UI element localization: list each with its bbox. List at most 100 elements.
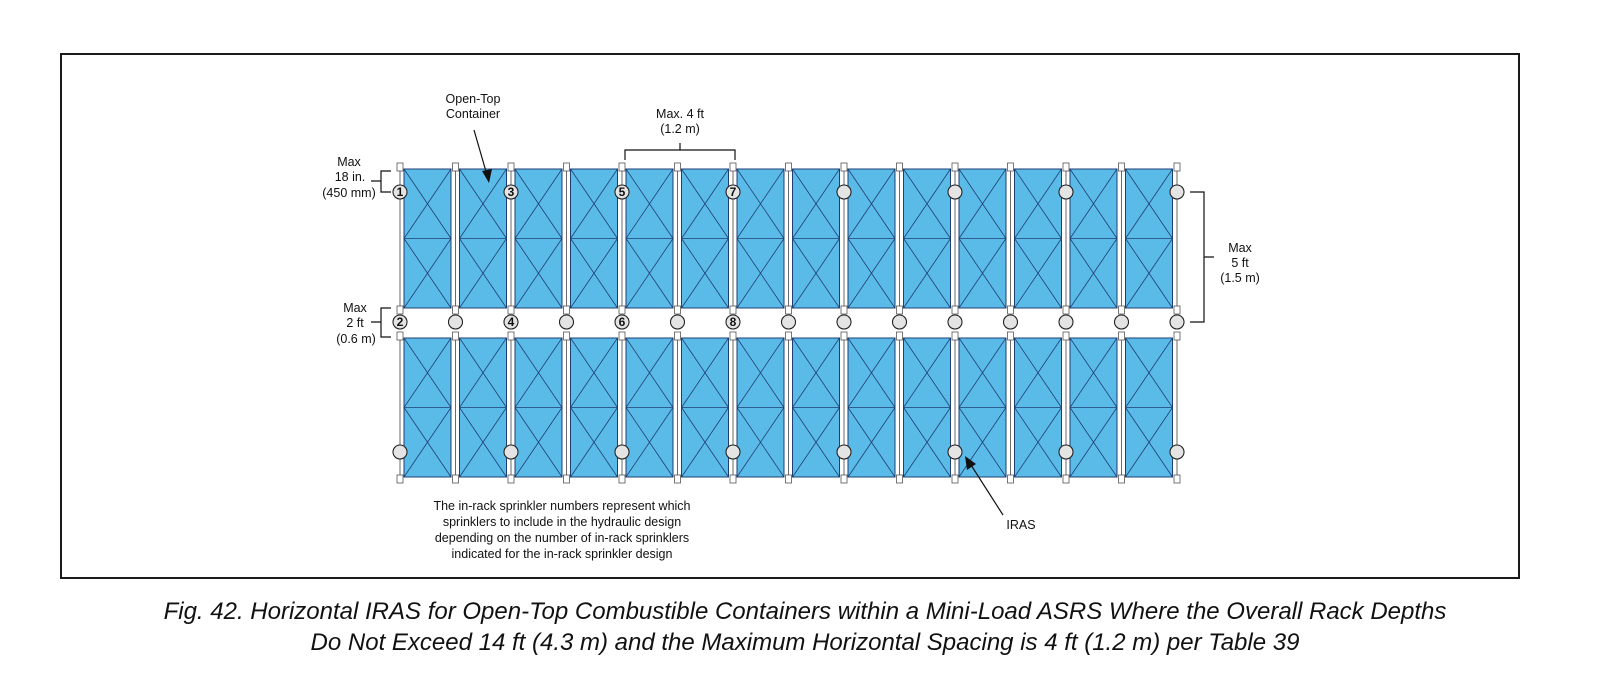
iras-sprinkler-flue [1058, 314, 1074, 330]
rack-tab [396, 331, 404, 341]
container-cross [1069, 337, 1118, 408]
rack-tab [1173, 162, 1181, 172]
container-cross [847, 337, 896, 408]
container-cross [736, 168, 785, 239]
iras-sprinkler-bottom [725, 444, 741, 460]
sprinkler-number: 3 [508, 185, 515, 199]
sprinkler-group: 1 3 5 7 2 4 6 8 [392, 184, 1185, 460]
container-cross [1125, 407, 1173, 478]
iras-sprinkler-flue [558, 314, 575, 330]
container-cross [1125, 337, 1173, 408]
container-cross [514, 168, 563, 239]
container-cross [570, 238, 618, 309]
container-cross [1069, 238, 1118, 309]
container-cross [625, 238, 674, 309]
iras-sprinkler-bottom [836, 444, 852, 460]
container-cross [681, 168, 729, 239]
iras-label: IRAS [1006, 518, 1035, 532]
rack-tab [396, 305, 404, 315]
container-cross [514, 407, 563, 478]
rack-group [396, 162, 1181, 484]
container-cross [792, 168, 840, 239]
iras-sprinkler-flue [1113, 314, 1130, 330]
rack-tab [951, 162, 959, 172]
rack-tab [729, 331, 737, 341]
iras-sprinkler-top [503, 184, 519, 200]
container-cross [958, 337, 1007, 408]
iras-sprinkler-flue [503, 314, 519, 330]
iras-sprinkler-top [1169, 184, 1185, 200]
container-cross [792, 337, 840, 408]
rack-tab [896, 474, 903, 484]
container-cross [958, 168, 1007, 239]
open-top-label-line1: Open-Top [446, 92, 501, 106]
note-line-2: sprinklers to include in the hydraulic d… [443, 515, 681, 529]
max-clearance-label-line2: 18 in. [335, 170, 366, 184]
rack-tab [507, 474, 515, 484]
container-cross [570, 407, 618, 478]
max-depth-label-line2: 5 ft [1231, 256, 1249, 270]
container-cross [459, 407, 507, 478]
rack-tab [1118, 162, 1125, 172]
container-cross [903, 337, 951, 408]
container-cross [1014, 168, 1062, 239]
container-cross [459, 168, 507, 239]
rack-tab [729, 162, 737, 172]
rack-tab [1062, 162, 1070, 172]
iras-sprinkler-flue [1169, 314, 1185, 330]
iras-sprinkler-flue [780, 314, 797, 330]
rack-tab [840, 331, 848, 341]
container-cross [1125, 168, 1173, 239]
iras-arrow-line [970, 464, 1004, 516]
max-clearance-bracket [371, 170, 391, 193]
rack-tab [785, 305, 792, 315]
container-cross [847, 407, 896, 478]
iras-sprinkler-flue [392, 314, 408, 330]
rack-tab [618, 305, 626, 315]
iras-sprinkler-top [725, 184, 741, 200]
rack-tab [618, 474, 626, 484]
container-cross [1125, 238, 1173, 309]
rack-tab [452, 474, 459, 484]
iras-sprinkler-bottom [503, 444, 519, 460]
container-cross [625, 168, 674, 239]
rack-tab [396, 474, 404, 484]
container-cross [625, 337, 674, 408]
max-flue-label-line2: 2 ft [346, 316, 364, 330]
rack-tab [674, 474, 681, 484]
rack-tab [674, 331, 681, 341]
rack-tab [840, 474, 848, 484]
note-line-4: indicated for the in-rack sprinkler desi… [452, 547, 673, 561]
iras-sprinkler-bottom [1058, 444, 1074, 460]
container-cross [459, 238, 507, 309]
container-cross [514, 337, 563, 408]
sprinkler-number: 5 [619, 185, 626, 199]
max-spacing-label-line2: (1.2 m) [660, 122, 700, 136]
rack-tab [1173, 305, 1181, 315]
rack-tab [452, 305, 459, 315]
rack-tab [618, 331, 626, 341]
max-depth-bracket [1190, 191, 1214, 323]
caption-line-2: Do Not Exceed 14 ft (4.3 m) and the Maxi… [310, 629, 1300, 656]
container-cross [403, 407, 452, 478]
container-cross [903, 407, 951, 478]
rack-tab [1062, 305, 1070, 315]
max-clearance-label-line3: (450 mm) [322, 186, 375, 200]
figure-frame [60, 53, 1520, 579]
sprinkler-number: 8 [730, 315, 737, 329]
rack-tab [674, 162, 681, 172]
iras-sprinkler-top [947, 184, 963, 200]
container-cross [1014, 407, 1062, 478]
container-cross [403, 337, 452, 408]
container-cross [847, 168, 896, 239]
max-depth-label-line1: Max [1228, 241, 1252, 255]
container-cross [681, 407, 729, 478]
sprinkler-number: 7 [730, 185, 737, 199]
iras-sprinkler-flue [614, 314, 630, 330]
container-cross [1014, 337, 1062, 408]
rack-tab [951, 305, 959, 315]
iras-sprinkler-top [836, 184, 852, 200]
container-cross [681, 238, 729, 309]
rack-tab [785, 331, 792, 341]
